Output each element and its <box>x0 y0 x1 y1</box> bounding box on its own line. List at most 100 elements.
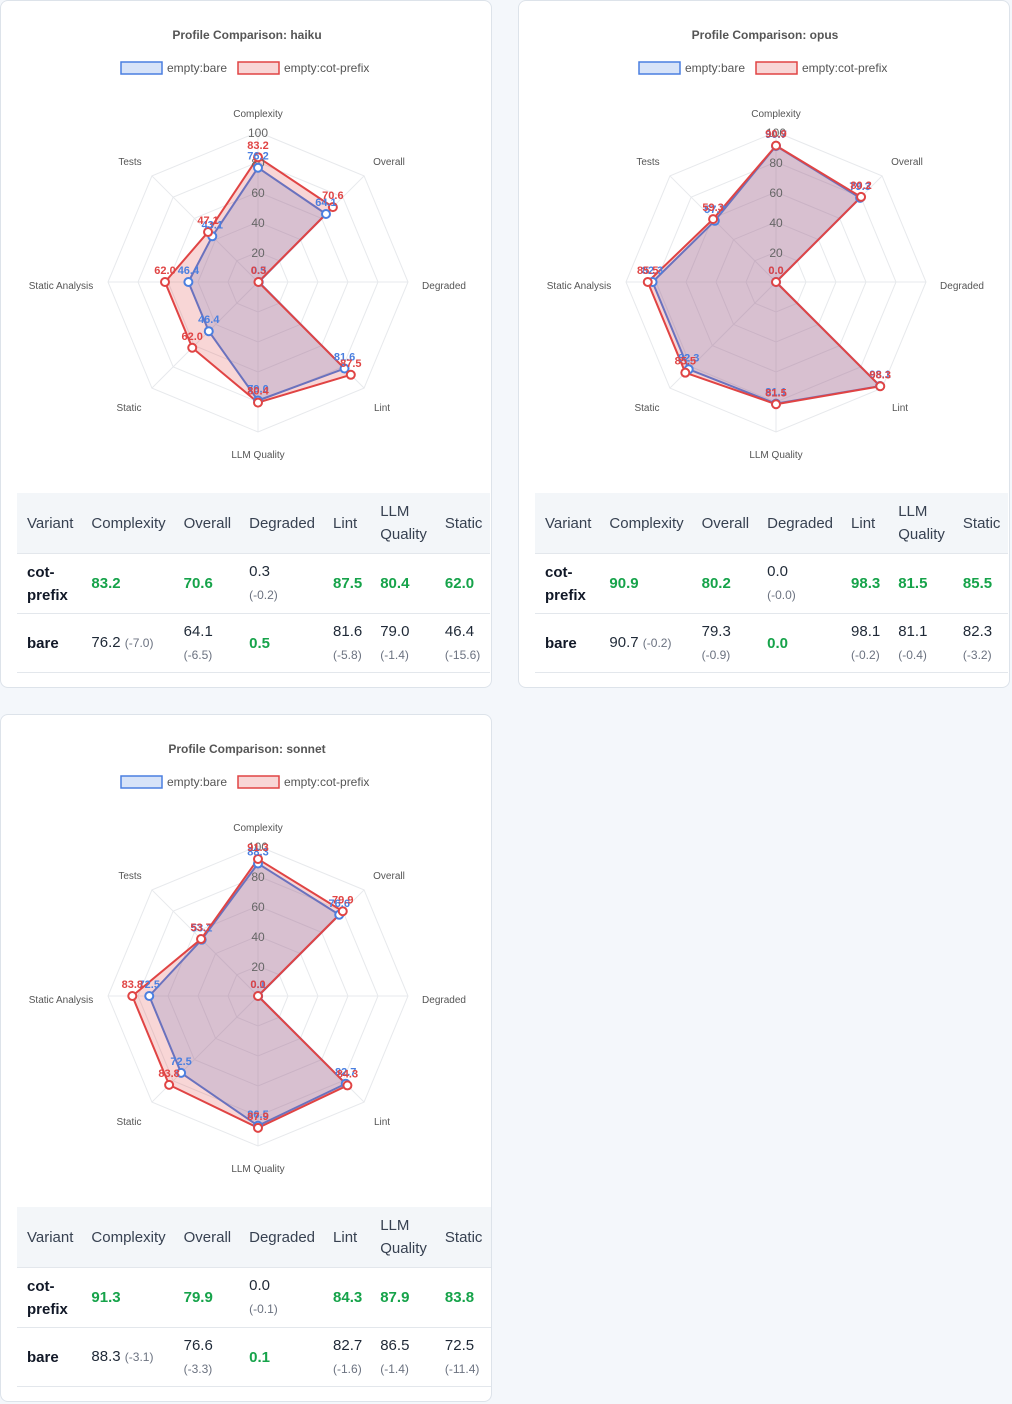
table-cell: 98.1 (-0.2) <box>841 613 889 673</box>
data-label-cot-prefix: 81.5 <box>765 387 786 399</box>
cell-value: 98.3 <box>851 575 881 592</box>
data-point-cot-prefix <box>253 397 263 408</box>
tick-label: 100 <box>248 840 268 854</box>
table-row: cot-prefix 91.3 79.9 0.0 (-0.1) 84.3 87.9 83.8 8… <box>17 1267 491 1328</box>
axis-label-lint: Lint <box>374 1117 390 1128</box>
axis-label-overall: Overall <box>373 871 405 882</box>
cell-value: 76.6 <box>183 1336 213 1354</box>
tick-label: 60 <box>251 900 265 914</box>
column-header: LLM Quality <box>370 493 435 554</box>
data-label-cot-prefix: 0.0 <box>768 265 783 277</box>
cell-value: 79.3 <box>701 622 731 640</box>
data-point-bare <box>253 162 263 173</box>
table-cell: 62.0 <box>434 553 491 614</box>
table-cell: 81.6 (-5.8) <box>323 613 371 673</box>
cell-value: 81.1 <box>898 622 928 640</box>
data-label-bare: 98.1 <box>869 369 890 381</box>
cell-value: 90.9 <box>609 575 639 592</box>
table-row: cot-prefix 83.2 70.6 0.3 (-0.2) 87.5 80.4 62.0 <box>17 553 491 614</box>
cell-value: 72.5 <box>444 1336 475 1354</box>
axis-label-llm-quality: LLM Quality <box>749 450 802 461</box>
cell-delta: (-7.0) <box>124 636 154 650</box>
data-label-cot-prefix: 87.5 <box>340 358 361 370</box>
cell-delta: (-0.2) <box>249 588 278 602</box>
data-point-cot-prefix <box>253 277 264 287</box>
data-point-cot-prefix <box>253 991 263 1001</box>
data-label-bare: 82.7 <box>335 1067 356 1079</box>
cell-delta: (-0.4) <box>898 647 927 662</box>
table-cell: 46.4 (-15.6) <box>434 613 491 673</box>
data-point-cot-prefix <box>680 367 691 378</box>
table-cell: 70.6 <box>173 553 240 614</box>
cell-value: 87.5 <box>333 575 363 592</box>
tick-label: 20 <box>251 960 265 974</box>
axis-label-static-analysis: Static Analysis <box>29 995 93 1006</box>
data-label-cot-prefix: 62.0 <box>182 331 203 343</box>
cell-value: 0.0 <box>767 563 788 580</box>
radar-chart-sonnet: Profile Comparison: sonnet empty:bare empt… <box>29 742 466 1175</box>
cell-delta: (-11.4) <box>444 1361 480 1376</box>
data-label-bare: 82.3 <box>642 265 663 277</box>
table-cell: 81.1 (-0.4) <box>888 613 953 673</box>
cell-value: 79.0 <box>380 622 410 640</box>
radar-chart-haiku: Profile Comparison: haiku empty:bare empty… <box>29 28 466 461</box>
legend-swatch-cot-prefix <box>237 775 280 789</box>
column-header: Static <box>952 493 1009 554</box>
cell-value: 0.3 <box>249 563 270 580</box>
data-point-cot-prefix <box>253 1122 263 1133</box>
table-header-row: Variant Complexity Overall Degraded Lint LLM Q… <box>535 493 1009 554</box>
chart-title: Profile Comparison: haiku <box>172 28 321 42</box>
column-header: LLM Quality <box>888 493 953 554</box>
data-label-bare: 72.5 <box>139 979 160 991</box>
data-label-cot-prefix: 53.7 <box>190 922 211 934</box>
table-cell: 0.5 <box>239 613 324 673</box>
axis-label-degraded: Degraded <box>422 995 466 1006</box>
variant-name: cot-prefix <box>17 553 82 614</box>
cell-value: 83.2 <box>91 575 121 592</box>
column-header: Variant <box>17 1207 82 1268</box>
legend-swatch-bare <box>638 61 681 75</box>
variant-name: cot-prefix <box>17 1267 82 1328</box>
data-label-cot-prefix: 79.9 <box>332 894 353 906</box>
data-label-cot-prefix: 85.5 <box>675 356 696 368</box>
cell-delta: (-15.6) <box>444 647 481 662</box>
table-cell: 83.8 <box>434 1267 491 1328</box>
table-cell: 82.3 (-3.2) <box>952 613 1009 673</box>
column-header: Static <box>434 1207 491 1268</box>
data-point-bare <box>176 1067 187 1078</box>
axis-label-static: Static <box>116 403 141 414</box>
axis-label-overall: Overall <box>891 157 923 168</box>
column-header: Complexity <box>599 493 692 554</box>
table-cell: 84.3 <box>323 1267 371 1328</box>
table-cell: 64.1 (-6.5) <box>173 613 240 673</box>
data-point-cot-prefix <box>196 934 207 945</box>
chart-title: Profile Comparison: opus <box>692 28 839 42</box>
cell-value: 86.5 <box>380 1336 410 1354</box>
data-point-cot-prefix <box>345 369 356 380</box>
column-header: Degraded <box>239 1207 324 1268</box>
data-label-bare: 81.6 <box>334 352 355 364</box>
table-cell: 80.4 <box>370 553 435 614</box>
data-label-cot-prefix: 0.0 <box>250 979 265 991</box>
column-header: Overall <box>173 493 240 554</box>
table-cell: 88.3 (-3.1) <box>81 1327 174 1387</box>
cell-delta: (-3.2) <box>962 647 992 662</box>
axis-label-complexity: Complexity <box>233 109 282 120</box>
tick-label: 20 <box>251 246 265 260</box>
axis-label-static-analysis: Static Analysis <box>547 281 611 292</box>
axis-label-complexity: Complexity <box>751 109 800 120</box>
axis-label-tests: Tests <box>118 157 141 168</box>
data-point-cot-prefix <box>203 227 214 238</box>
data-point-cot-prefix <box>875 381 886 392</box>
legend-swatch-cot-prefix <box>237 61 280 75</box>
cell-value: 82.7 <box>333 1336 363 1354</box>
data-label-bare: 0.0 <box>768 265 783 277</box>
data-label-bare: 46.4 <box>178 265 200 277</box>
axis-label-tests: Tests <box>118 871 141 882</box>
cell-value: 90.7 <box>609 634 639 651</box>
tick-label: 80 <box>251 870 265 884</box>
chart-card-opus: Profile Comparison: opus empty:bare empty:… <box>518 0 1010 688</box>
legend-swatch-cot-prefix <box>755 61 798 75</box>
chart-card-haiku: Profile Comparison: haiku empty:bare empty… <box>0 0 492 688</box>
data-point-bare <box>144 991 155 1001</box>
